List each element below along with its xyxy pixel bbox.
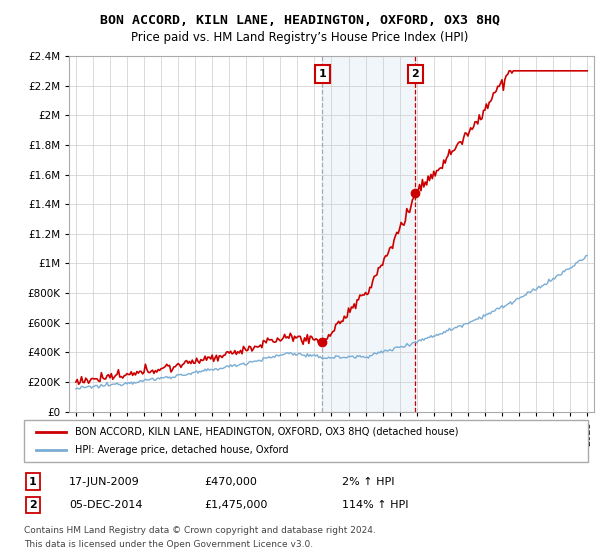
- Text: 17-JUN-2009: 17-JUN-2009: [69, 477, 140, 487]
- Text: 1: 1: [29, 477, 37, 487]
- Text: £1,475,000: £1,475,000: [204, 500, 268, 510]
- Bar: [322, 56, 415, 412]
- Text: 2: 2: [412, 69, 419, 79]
- Text: 05-DEC-2014: 05-DEC-2014: [69, 500, 143, 510]
- Text: This data is licensed under the Open Government Licence v3.0.: This data is licensed under the Open Gov…: [24, 540, 313, 549]
- Text: Price paid vs. HM Land Registry’s House Price Index (HPI): Price paid vs. HM Land Registry’s House …: [131, 31, 469, 44]
- Text: 2: 2: [29, 500, 37, 510]
- Text: BON ACCORD, KILN LANE, HEADINGTON, OXFORD, OX3 8HQ (detached house): BON ACCORD, KILN LANE, HEADINGTON, OXFOR…: [75, 427, 458, 437]
- Text: HPI: Average price, detached house, Oxford: HPI: Average price, detached house, Oxfo…: [75, 445, 289, 455]
- Text: 114% ↑ HPI: 114% ↑ HPI: [342, 500, 409, 510]
- Text: 2% ↑ HPI: 2% ↑ HPI: [342, 477, 395, 487]
- Text: BON ACCORD, KILN LANE, HEADINGTON, OXFORD, OX3 8HQ: BON ACCORD, KILN LANE, HEADINGTON, OXFOR…: [100, 14, 500, 27]
- Text: £470,000: £470,000: [204, 477, 257, 487]
- Text: Contains HM Land Registry data © Crown copyright and database right 2024.: Contains HM Land Registry data © Crown c…: [24, 526, 376, 535]
- Text: 1: 1: [319, 69, 326, 79]
